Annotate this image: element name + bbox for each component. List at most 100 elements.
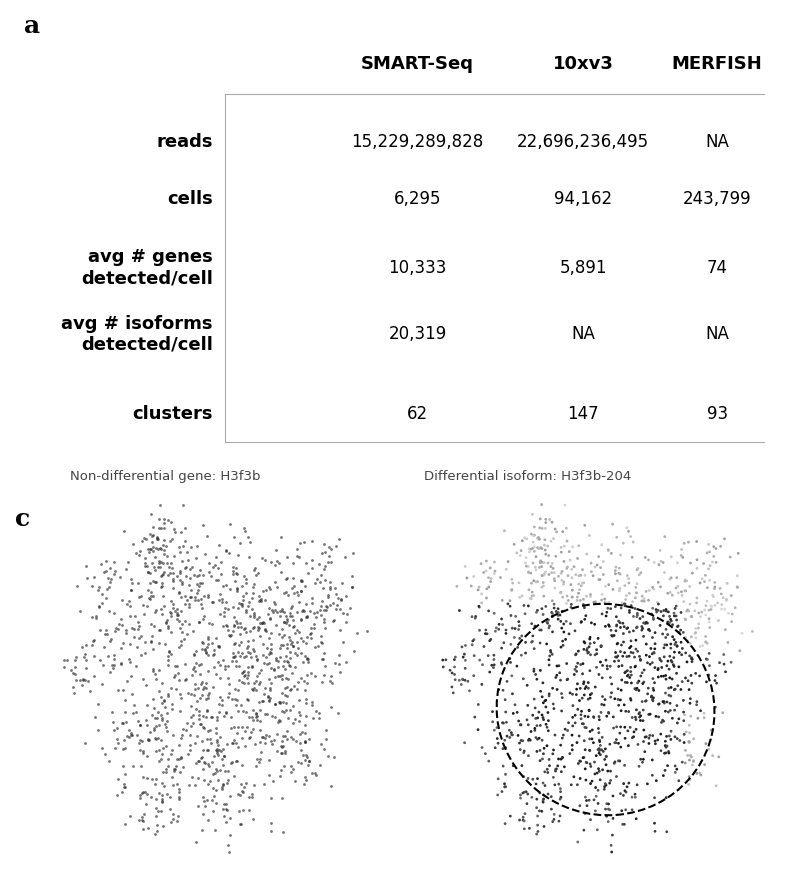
Point — [536, 708, 548, 722]
Point — [251, 653, 263, 667]
Point — [546, 610, 559, 624]
Point — [531, 532, 544, 546]
Point — [654, 580, 667, 594]
Point — [145, 507, 158, 521]
Point — [150, 792, 162, 806]
Point — [147, 722, 160, 736]
Point — [646, 693, 659, 707]
Point — [540, 516, 552, 530]
Point — [619, 803, 632, 817]
Point — [543, 689, 556, 703]
Point — [548, 778, 561, 792]
Point — [611, 531, 623, 545]
Point — [141, 718, 154, 732]
Point — [646, 601, 659, 615]
Point — [596, 587, 608, 601]
Point — [533, 561, 546, 575]
Point — [58, 660, 70, 674]
Point — [299, 718, 311, 732]
Point — [96, 741, 109, 755]
Point — [646, 729, 659, 743]
Point — [166, 572, 179, 586]
Point — [660, 686, 672, 700]
Point — [563, 545, 575, 559]
Point — [268, 604, 281, 618]
Point — [619, 598, 631, 612]
Point — [327, 613, 340, 627]
Point — [180, 723, 192, 737]
Point — [569, 663, 582, 677]
Point — [184, 728, 196, 742]
Point — [719, 664, 732, 678]
Point — [513, 619, 526, 633]
Point — [295, 630, 307, 644]
Text: 243,799: 243,799 — [682, 190, 752, 208]
Point — [682, 683, 695, 697]
Point — [592, 722, 604, 736]
Point — [285, 581, 298, 595]
Text: cells: cells — [167, 190, 213, 208]
Point — [597, 554, 610, 568]
Point — [195, 751, 207, 765]
Point — [325, 779, 337, 793]
Point — [191, 754, 204, 768]
Point — [154, 540, 166, 554]
Point — [641, 656, 654, 670]
Point — [143, 591, 155, 605]
Point — [205, 709, 217, 723]
Point — [504, 608, 517, 622]
Point — [137, 814, 150, 828]
Point — [229, 698, 242, 712]
Point — [256, 615, 269, 629]
Point — [604, 623, 617, 637]
Point — [716, 602, 728, 616]
Point — [605, 845, 618, 859]
Point — [660, 672, 672, 686]
Point — [593, 764, 606, 778]
Point — [314, 568, 327, 583]
Point — [299, 696, 312, 710]
Point — [686, 650, 698, 664]
Point — [638, 744, 651, 759]
Point — [673, 626, 686, 640]
Point — [202, 588, 214, 602]
Point — [95, 678, 108, 692]
Point — [165, 556, 177, 570]
Point — [262, 693, 275, 707]
Point — [555, 567, 567, 581]
Point — [147, 662, 159, 676]
Point — [537, 576, 549, 590]
Point — [175, 524, 188, 539]
Point — [288, 619, 300, 633]
Point — [702, 561, 715, 576]
Text: 20,319: 20,319 — [388, 325, 447, 343]
Point — [563, 715, 575, 730]
Point — [687, 754, 700, 768]
Point — [128, 630, 140, 644]
Point — [547, 561, 559, 576]
Point — [173, 785, 185, 799]
Point — [296, 725, 308, 739]
Point — [573, 568, 585, 583]
Point — [124, 608, 136, 622]
Point — [457, 672, 470, 686]
Point — [488, 649, 500, 663]
Point — [244, 609, 257, 623]
Point — [189, 590, 202, 605]
Point — [237, 649, 250, 664]
Point — [238, 676, 251, 690]
Point — [173, 704, 186, 718]
Point — [548, 812, 560, 826]
Point — [335, 592, 348, 606]
Point — [615, 638, 628, 652]
Point — [281, 724, 293, 738]
Point — [720, 593, 733, 607]
Point — [571, 736, 583, 750]
Point — [526, 585, 538, 599]
Point — [220, 797, 232, 811]
Point — [247, 778, 260, 792]
Point — [500, 715, 513, 730]
Point — [167, 728, 180, 742]
Point — [500, 674, 513, 688]
Point — [566, 590, 578, 605]
